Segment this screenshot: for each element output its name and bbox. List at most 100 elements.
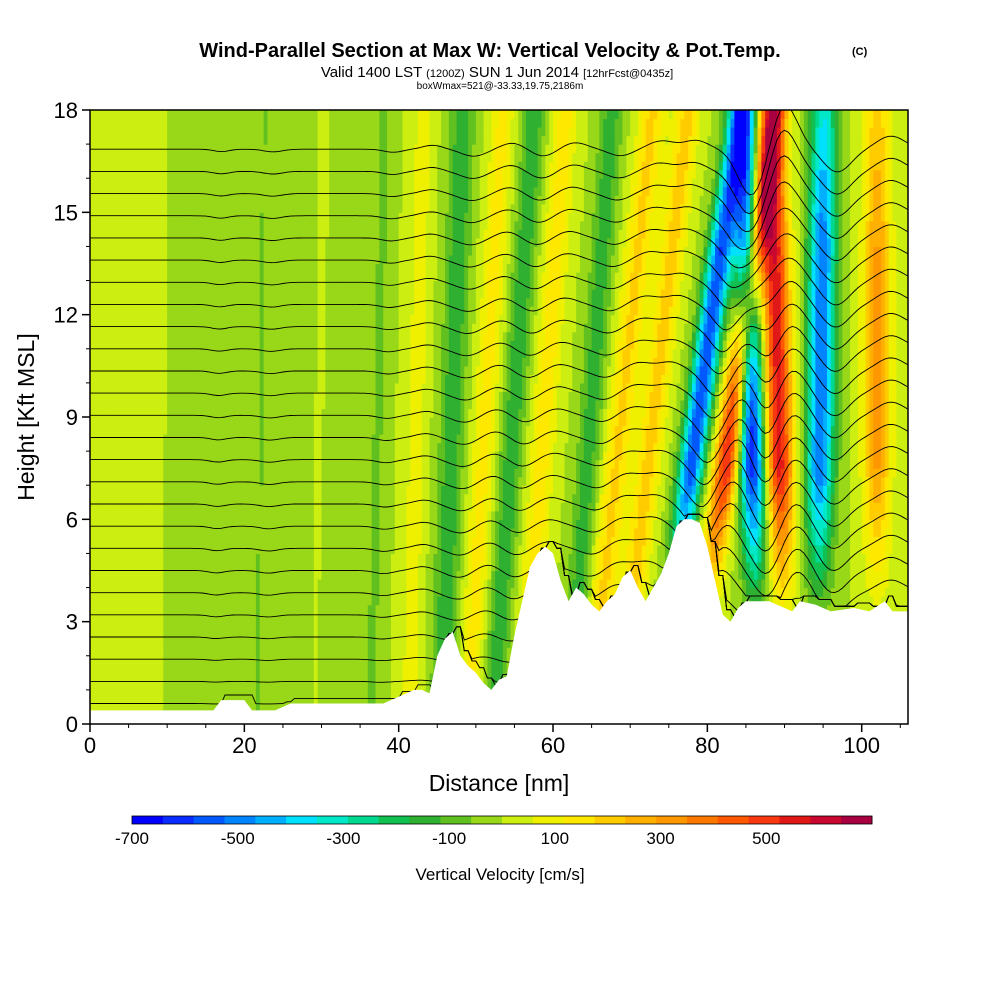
velocity-cell bbox=[163, 519, 168, 529]
velocity-cell bbox=[321, 127, 326, 137]
velocity-cell bbox=[309, 212, 315, 222]
velocity-cell bbox=[93, 493, 99, 503]
velocity-cell bbox=[163, 621, 168, 631]
velocity-cell bbox=[302, 357, 307, 367]
velocity-cell bbox=[225, 587, 230, 597]
velocity-cell bbox=[90, 579, 95, 589]
velocity-cell bbox=[213, 527, 218, 537]
velocity-cell bbox=[163, 365, 168, 375]
velocity-cell bbox=[348, 348, 353, 358]
velocity-cell bbox=[302, 485, 307, 495]
velocity-cell bbox=[159, 417, 164, 427]
velocity-cell bbox=[221, 451, 226, 461]
velocity-cell bbox=[201, 195, 207, 205]
velocity-cell bbox=[271, 510, 276, 520]
velocity-cell bbox=[93, 510, 99, 520]
velocity-cell bbox=[198, 417, 203, 427]
velocity-cell bbox=[275, 178, 280, 188]
velocity-cell bbox=[136, 587, 141, 597]
velocity-cell bbox=[333, 314, 338, 324]
velocity-cell bbox=[340, 144, 346, 154]
velocity-cell bbox=[336, 570, 342, 580]
velocity-cell bbox=[294, 468, 299, 478]
velocity-cell bbox=[190, 485, 195, 495]
velocity-cell bbox=[113, 655, 118, 665]
velocity-cell bbox=[101, 408, 107, 418]
velocity-cell bbox=[198, 135, 203, 145]
velocity-cell bbox=[155, 357, 161, 367]
velocity-cell bbox=[151, 689, 157, 700]
velocity-cell bbox=[309, 280, 315, 290]
velocity-cell bbox=[124, 630, 130, 640]
velocity-cell bbox=[352, 254, 357, 265]
velocity-cell bbox=[132, 331, 137, 341]
velocity-cell bbox=[190, 272, 195, 282]
velocity-cell bbox=[232, 442, 238, 452]
velocity-cell bbox=[252, 527, 257, 537]
velocity-cell bbox=[271, 331, 276, 341]
velocity-cell bbox=[290, 195, 296, 205]
velocity-cell bbox=[132, 127, 137, 137]
velocity-cell bbox=[259, 331, 265, 341]
velocity-cell bbox=[109, 289, 114, 299]
velocity-cell bbox=[336, 417, 342, 427]
velocity-cell bbox=[286, 382, 292, 393]
velocity-cell bbox=[263, 579, 269, 589]
velocity-cell bbox=[136, 579, 141, 589]
velocity-cell bbox=[252, 417, 257, 427]
velocity-cell bbox=[309, 374, 315, 384]
velocity-cell bbox=[120, 135, 126, 145]
velocity-cell bbox=[120, 434, 126, 444]
velocity-cell bbox=[228, 613, 234, 623]
velocity-cell bbox=[186, 135, 191, 145]
velocity-cell bbox=[286, 357, 292, 367]
velocity-cell bbox=[306, 399, 311, 410]
velocity-cell bbox=[171, 220, 176, 230]
velocity-cell bbox=[190, 357, 195, 367]
velocity-cell bbox=[124, 289, 130, 299]
velocity-cell bbox=[205, 237, 211, 248]
velocity-cell bbox=[263, 306, 269, 316]
velocity-cell bbox=[340, 178, 346, 188]
velocity-cell bbox=[329, 544, 334, 555]
velocity-cell bbox=[90, 570, 95, 580]
velocity-cell bbox=[271, 621, 276, 631]
velocity-cell bbox=[105, 195, 110, 205]
velocity-cell bbox=[325, 118, 330, 128]
velocity-cell bbox=[348, 468, 353, 478]
velocity-cell bbox=[117, 579, 122, 589]
velocity-cell bbox=[198, 442, 203, 452]
velocity-cell bbox=[186, 289, 191, 299]
velocity-cell bbox=[267, 178, 272, 188]
velocity-cell bbox=[217, 561, 222, 572]
velocity-cell bbox=[140, 451, 145, 461]
velocity-cell bbox=[194, 459, 199, 469]
velocity-cell bbox=[244, 689, 249, 700]
velocity-cell bbox=[198, 681, 203, 691]
velocity-cell bbox=[117, 596, 122, 606]
velocity-cell bbox=[240, 553, 245, 563]
velocity-cell bbox=[128, 613, 134, 623]
velocity-cell bbox=[263, 382, 269, 393]
velocity-cell bbox=[279, 579, 284, 589]
velocity-cell bbox=[182, 348, 188, 358]
velocity-cell bbox=[190, 289, 195, 299]
velocity-cell bbox=[97, 485, 103, 495]
velocity-cell bbox=[151, 144, 157, 154]
velocity-cell bbox=[252, 357, 257, 367]
velocity-cell bbox=[174, 161, 180, 171]
velocity-cell bbox=[205, 638, 211, 648]
velocity-cell bbox=[171, 502, 176, 512]
velocity-cell bbox=[151, 272, 157, 282]
velocity-cell bbox=[271, 323, 276, 333]
velocity-cell bbox=[124, 613, 130, 623]
velocity-cell bbox=[228, 340, 234, 350]
velocity-cell bbox=[190, 374, 195, 384]
velocity-cell bbox=[302, 118, 307, 128]
velocity-cell bbox=[309, 459, 315, 469]
velocity-cell bbox=[93, 604, 99, 614]
velocity-cell bbox=[344, 357, 350, 367]
velocity-cell bbox=[144, 604, 149, 614]
velocity-cell bbox=[174, 391, 180, 401]
velocity-cell bbox=[232, 587, 238, 597]
